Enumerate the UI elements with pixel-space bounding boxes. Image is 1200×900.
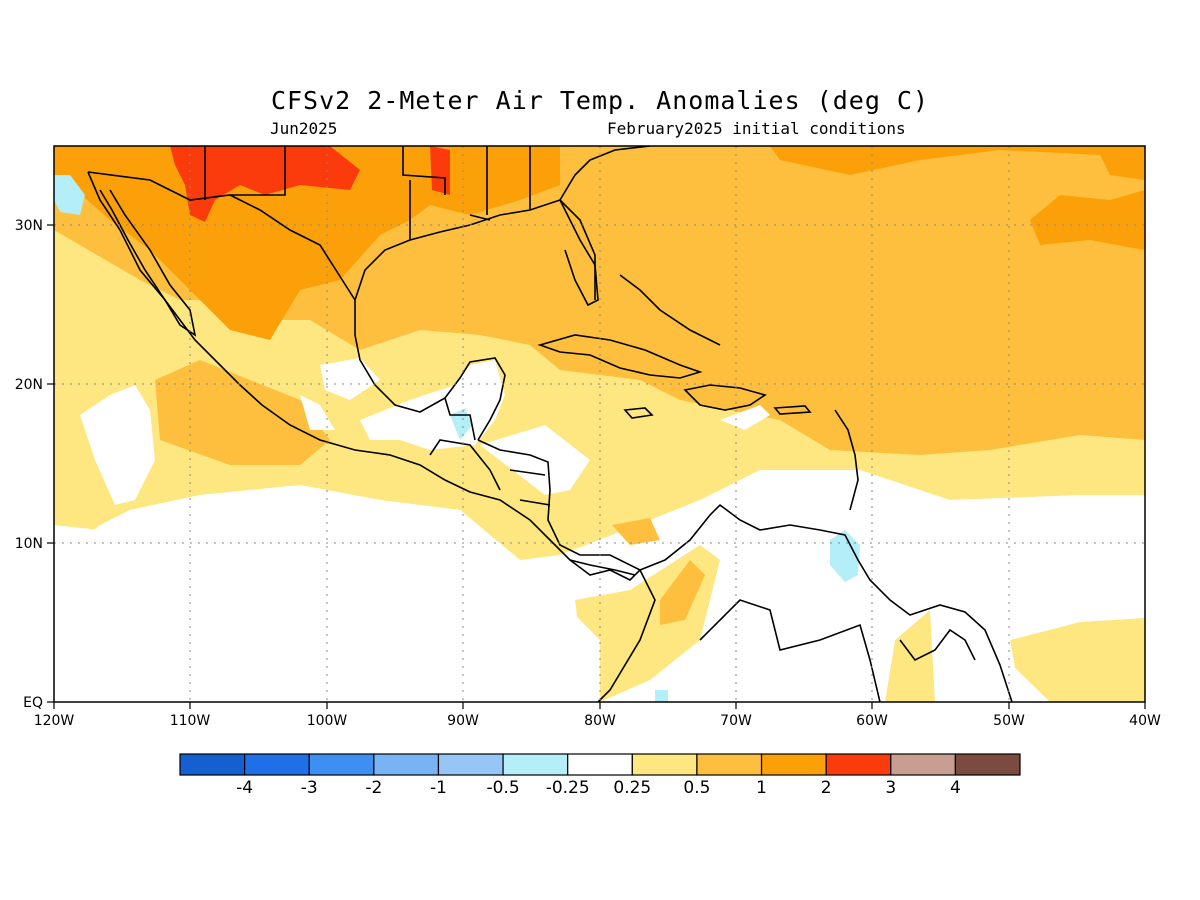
yucatan-border: [444, 397, 476, 441]
colorbar-label: 2: [821, 778, 832, 798]
hispaniola: [683, 384, 767, 411]
colorbar-swatch: [179, 753, 246, 776]
south-america-north: [639, 503, 1013, 702]
florida: [559, 199, 599, 307]
puerto-rico: [773, 405, 812, 415]
lon-label: 80W: [584, 713, 616, 729]
colorbar-swatch: [890, 753, 956, 776]
colorbar-label: 1: [756, 778, 767, 798]
lat-label: 30N: [15, 218, 43, 234]
colorbar-swatch: [567, 753, 633, 776]
panama: [569, 559, 641, 581]
colorbar-swatch: [696, 753, 763, 776]
lon-label: 90W: [447, 713, 479, 729]
lesser-antilles: [834, 409, 859, 511]
colorbar: -4 -3 -2 -1 -0.5 -0.25 0.25 0.5 1 2 3 4: [179, 753, 1021, 798]
colorbar-swatch: [437, 753, 504, 776]
graticule: [54, 146, 1145, 702]
colorbar-swatch: [825, 753, 892, 776]
lat-labels: EQ 10N 20N 30N: [15, 218, 43, 711]
lon-label: 100W: [307, 713, 348, 729]
mexico-gulf-coast: [354, 199, 596, 301]
colorbar-label: -4: [236, 778, 253, 798]
colorbar-label: -0.5: [486, 778, 519, 798]
colorbar-label: 4: [950, 778, 961, 798]
map-title: CFSv2 2-Meter Air Temp. Anomalies (deg C…: [270, 86, 930, 115]
baja-peninsula: [99, 189, 197, 337]
colorbar-swatch: [308, 753, 375, 776]
colorbar-label: -0.25: [546, 778, 590, 798]
gulf-coast-south: [354, 300, 506, 441]
guiana-borders: [899, 628, 976, 662]
colorbar-label: 0.25: [613, 778, 651, 798]
colorbar-swatch: [954, 753, 1021, 776]
colorbar-swatch: [631, 753, 698, 776]
lon-label: 70W: [720, 713, 752, 729]
lat-label: 10N: [15, 536, 43, 552]
coastlines: [87, 146, 1013, 702]
central-america-borders: [429, 439, 551, 506]
colorbar-swatch: [502, 753, 569, 776]
colorbar-swatch: [244, 753, 310, 776]
colorbar-label: -3: [301, 778, 318, 798]
lon-label: 110W: [170, 713, 211, 729]
anomaly-region-light-cyan: [54, 175, 85, 215]
initial-conditions-label: February2025 initial conditions: [607, 119, 906, 138]
colombia-border: [597, 569, 656, 702]
lon-label: 60W: [856, 713, 888, 729]
venezuela-border: [699, 599, 881, 702]
us-atlantic-coast: [559, 146, 651, 201]
lon-label: 40W: [1129, 713, 1161, 729]
anomaly-field: [54, 146, 1145, 702]
valid-month-label: Jun2025: [270, 119, 338, 138]
lon-label: 120W: [34, 713, 75, 729]
colorbar-label: -2: [365, 778, 382, 798]
colorbar-label: 0.5: [683, 778, 710, 798]
lat-label: 20N: [15, 377, 43, 393]
colorbar-label: 3: [885, 778, 896, 798]
jamaica: [623, 407, 654, 419]
us-state-borders: [204, 146, 531, 240]
bahamas: [619, 274, 721, 346]
us-mexico-border: [87, 171, 356, 301]
mexico-pacific-coast: [87, 171, 636, 576]
anomaly-region-red: [170, 146, 360, 222]
axis-ticks: [47, 224, 1146, 709]
lon-labels: 120W 110W 100W 90W 80W 70W 60W 50W 40W: [34, 713, 1161, 729]
lon-label: 50W: [993, 713, 1025, 729]
cuba: [537, 334, 703, 379]
colorbar-label: -1: [430, 778, 447, 798]
colorbar-swatch: [373, 753, 440, 776]
lat-label: EQ: [23, 695, 43, 711]
colorbar-swatch: [760, 753, 827, 776]
